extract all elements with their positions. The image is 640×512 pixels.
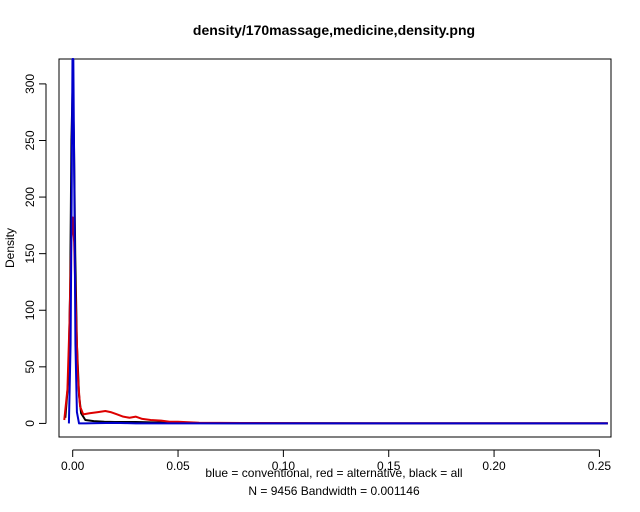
- x-tick-label: 0.10: [272, 459, 296, 473]
- chart-title: density/170massage,medicine,density.png: [193, 22, 475, 38]
- series-layer: [63, 58, 608, 425]
- x-tick-label: 0.00: [61, 459, 85, 473]
- x-tick-label: 0.15: [377, 459, 401, 473]
- series-line-conventional: [67, 58, 608, 425]
- y-tick-label: 200: [23, 187, 37, 207]
- bandwidth-label: N = 9456 Bandwidth = 0.001146: [248, 484, 420, 498]
- y-tick-label: 100: [23, 300, 37, 320]
- y-tick-label: 50: [23, 360, 37, 374]
- y-axis-label: Density: [3, 228, 17, 268]
- y-axis: 0 50 100 150 200 250 300: [23, 74, 47, 427]
- y-tick-label: 250: [23, 130, 37, 150]
- x-axis-label: blue = conventional, red = alternative, …: [205, 466, 462, 480]
- x-tick-label: 0.05: [166, 459, 190, 473]
- y-tick-label: 0: [23, 420, 37, 427]
- plot-frame: [58, 58, 612, 438]
- series-line-alternative: [63, 216, 608, 425]
- x-tick-label: 0.25: [588, 459, 612, 473]
- y-tick-label: 300: [23, 74, 37, 94]
- x-tick-label: 0.20: [482, 459, 506, 473]
- series-line-all: [64, 82, 608, 425]
- y-tick-label: 150: [23, 243, 37, 263]
- x-axis: 0.00 0.05 0.10 0.15 0.20 0.25: [61, 449, 612, 473]
